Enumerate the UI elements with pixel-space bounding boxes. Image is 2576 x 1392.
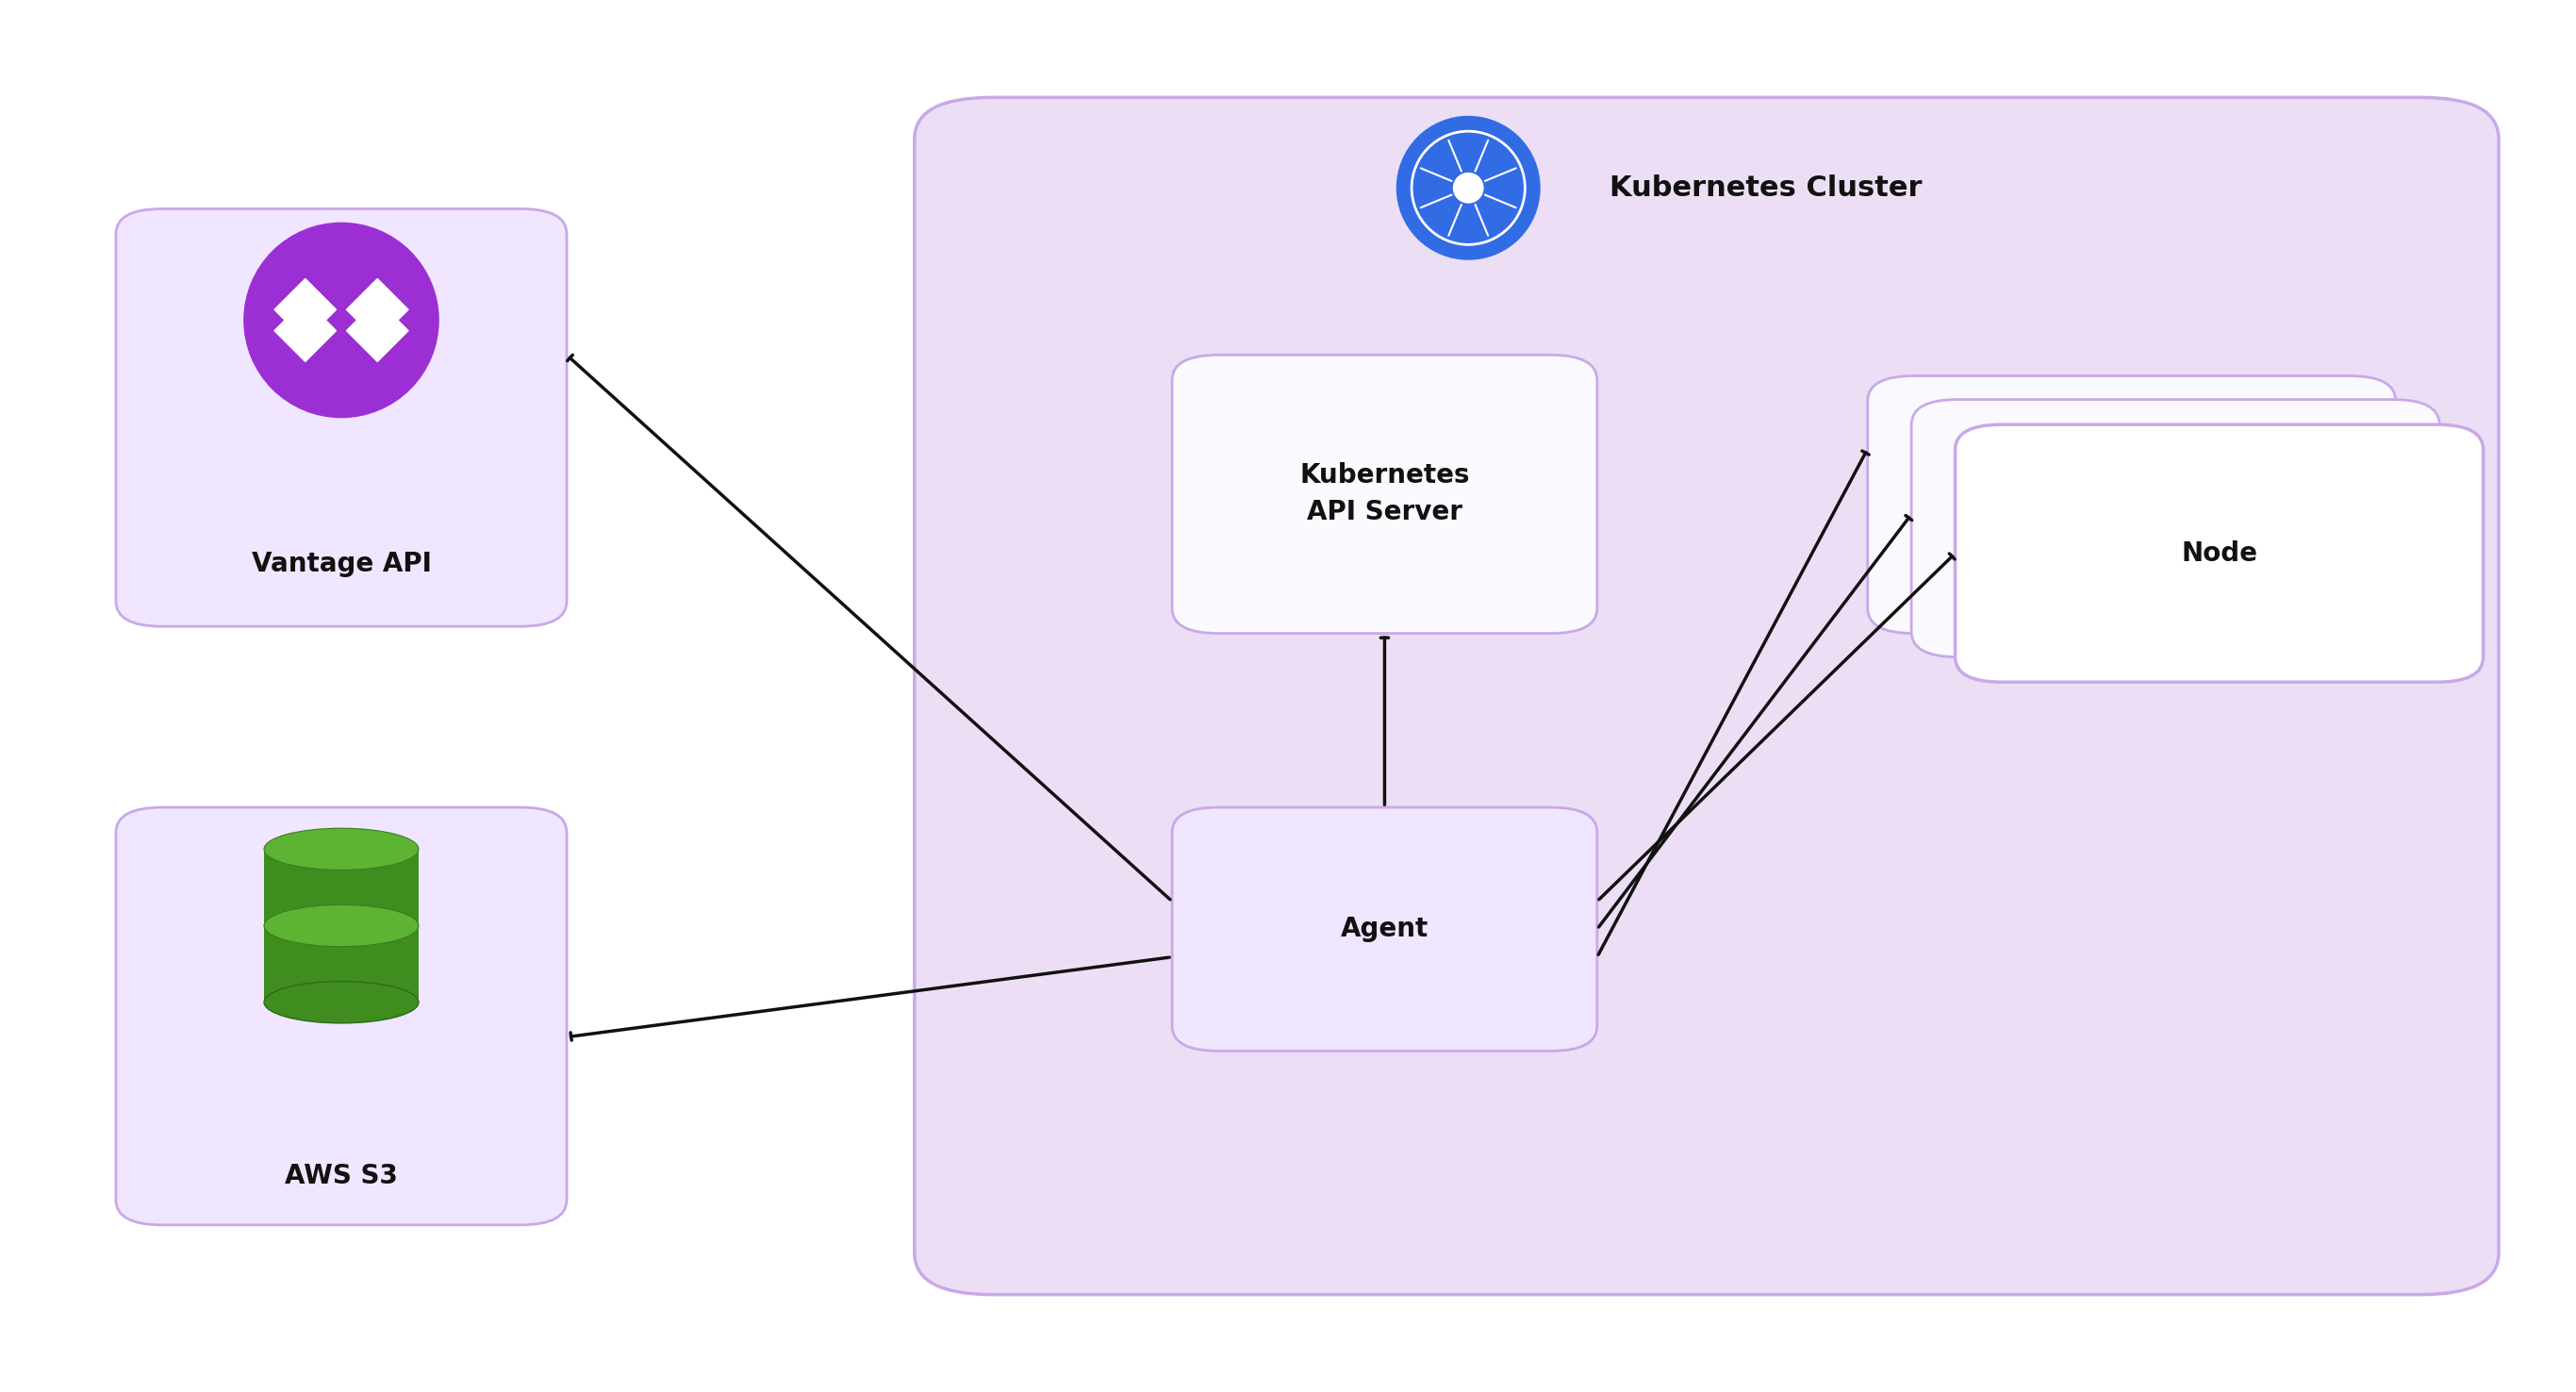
FancyBboxPatch shape bbox=[914, 97, 2499, 1295]
Ellipse shape bbox=[263, 905, 417, 947]
Ellipse shape bbox=[263, 828, 417, 870]
Ellipse shape bbox=[1453, 173, 1484, 203]
Text: Kubernetes
API Server: Kubernetes API Server bbox=[1298, 462, 1471, 526]
Polygon shape bbox=[273, 278, 335, 341]
Polygon shape bbox=[345, 278, 407, 341]
Polygon shape bbox=[263, 849, 417, 1002]
Text: Vantage API: Vantage API bbox=[252, 551, 430, 576]
Ellipse shape bbox=[242, 223, 438, 418]
Polygon shape bbox=[345, 299, 407, 362]
Text: Node: Node bbox=[2182, 540, 2257, 567]
FancyBboxPatch shape bbox=[1172, 355, 1597, 633]
Ellipse shape bbox=[1396, 116, 1540, 260]
FancyBboxPatch shape bbox=[116, 807, 567, 1225]
FancyBboxPatch shape bbox=[1172, 807, 1597, 1051]
FancyBboxPatch shape bbox=[1868, 376, 2396, 633]
Text: Agent: Agent bbox=[1340, 916, 1430, 942]
Text: Kubernetes Cluster: Kubernetes Cluster bbox=[1610, 174, 1922, 202]
Ellipse shape bbox=[263, 981, 417, 1023]
Text: AWS S3: AWS S3 bbox=[286, 1164, 397, 1189]
FancyBboxPatch shape bbox=[1955, 425, 2483, 682]
FancyBboxPatch shape bbox=[1911, 400, 2439, 657]
FancyBboxPatch shape bbox=[116, 209, 567, 626]
Polygon shape bbox=[273, 299, 335, 362]
